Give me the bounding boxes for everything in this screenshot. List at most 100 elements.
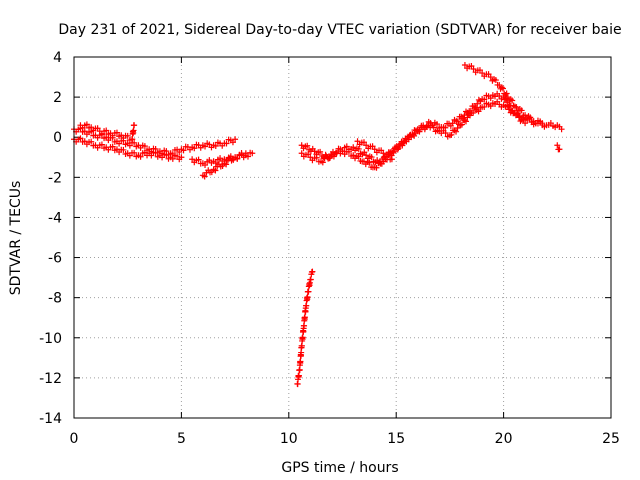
data-point-interp bbox=[223, 140, 230, 147]
data-point-interp bbox=[366, 159, 373, 166]
data-point bbox=[311, 148, 318, 155]
data-point-interp bbox=[515, 114, 522, 121]
data-point-interp bbox=[212, 160, 219, 167]
y-axis-label: SDTVAR / TECUs bbox=[8, 181, 24, 296]
data-point-interp bbox=[434, 121, 441, 128]
data-point-interp bbox=[299, 334, 306, 341]
data-points bbox=[71, 62, 565, 388]
data-point-interp bbox=[396, 142, 403, 149]
y-tick-label: -10 bbox=[39, 331, 62, 347]
series-track-k bbox=[554, 142, 563, 153]
data-point-interp bbox=[326, 155, 333, 162]
data-point-interp bbox=[514, 110, 521, 117]
series-track-f bbox=[294, 268, 316, 388]
data-point-interp bbox=[509, 97, 516, 104]
data-point-interp bbox=[461, 112, 468, 119]
data-point-interp bbox=[474, 100, 481, 107]
data-point-interp bbox=[423, 122, 430, 129]
data-point-interp bbox=[174, 153, 181, 160]
data-point-interp bbox=[88, 138, 95, 145]
data-point-interp bbox=[191, 145, 198, 152]
data-point bbox=[522, 120, 529, 127]
y-tick-label: -4 bbox=[48, 210, 62, 226]
data-point-interp bbox=[442, 124, 449, 131]
data-point-interp bbox=[169, 155, 176, 162]
data-point-interp bbox=[304, 142, 311, 149]
data-point-interp bbox=[481, 103, 488, 110]
axis-ticks: 0 5 10 15 20 25 -14 -12 -10 -8 -6 -4 -2 0 2 4 bbox=[39, 50, 620, 447]
x-tick-label: 25 bbox=[602, 431, 620, 447]
data-point-interp bbox=[202, 162, 209, 169]
data-point-interp bbox=[442, 129, 449, 136]
data-point bbox=[479, 70, 486, 77]
data-point bbox=[309, 268, 316, 275]
data-point-interp bbox=[498, 84, 505, 91]
data-point-interp bbox=[481, 96, 488, 103]
data-point-interp bbox=[333, 150, 340, 157]
data-point-interp bbox=[98, 141, 105, 148]
y-tick-label: 4 bbox=[53, 50, 62, 66]
data-point-interp bbox=[454, 118, 461, 125]
y-tick-label: 0 bbox=[53, 130, 62, 146]
data-point bbox=[457, 122, 464, 129]
data-point bbox=[298, 150, 305, 157]
x-tick-label: 5 bbox=[177, 431, 186, 447]
data-point-interp bbox=[124, 132, 131, 139]
data-point-interp bbox=[319, 159, 326, 166]
y-tick-label: -6 bbox=[48, 251, 62, 267]
data-point-interp bbox=[459, 115, 466, 122]
series-track-e bbox=[199, 150, 249, 180]
data-point bbox=[354, 138, 361, 145]
data-point-interp bbox=[83, 121, 90, 128]
chart-title: Day 231 of 2021, Sidereal Day-to-day VTE… bbox=[58, 22, 621, 38]
data-point-interp bbox=[301, 314, 308, 321]
data-point bbox=[350, 144, 357, 151]
data-point bbox=[298, 142, 305, 149]
data-point-interp bbox=[103, 127, 110, 134]
data-point-interp bbox=[360, 139, 367, 146]
data-point-interp bbox=[355, 145, 362, 152]
data-point-interp bbox=[202, 143, 209, 150]
series-track-b bbox=[71, 135, 185, 163]
x-tick-label: 15 bbox=[387, 431, 405, 447]
y-tick-label: 2 bbox=[53, 90, 62, 106]
data-point-interp bbox=[373, 164, 380, 171]
data-point-interp bbox=[297, 358, 304, 365]
data-point bbox=[371, 146, 378, 153]
data-point-interp bbox=[244, 153, 251, 160]
data-point-interp bbox=[234, 155, 241, 162]
grid-lines bbox=[74, 57, 611, 418]
data-point-interp bbox=[468, 62, 475, 69]
data-point-interp bbox=[416, 126, 423, 133]
data-point-interp bbox=[201, 173, 208, 180]
data-point-interp bbox=[304, 293, 311, 300]
plot-frame bbox=[73, 56, 612, 419]
data-point-interp bbox=[463, 118, 470, 125]
data-point bbox=[487, 74, 494, 81]
data-point bbox=[388, 156, 395, 163]
data-point-interp bbox=[307, 276, 314, 283]
data-point bbox=[178, 154, 185, 161]
data-point bbox=[363, 142, 370, 149]
data-point-interp bbox=[403, 138, 410, 145]
data-point bbox=[461, 62, 468, 69]
data-point-interp bbox=[303, 302, 310, 309]
data-point-interp bbox=[305, 288, 312, 295]
data-point-interp bbox=[449, 120, 456, 127]
data-point-interp bbox=[472, 104, 479, 111]
data-point bbox=[363, 152, 370, 159]
data-point-interp bbox=[527, 114, 534, 121]
data-point-interp bbox=[377, 160, 384, 167]
data-point bbox=[470, 66, 477, 73]
data-point bbox=[232, 136, 239, 143]
data-point-interp bbox=[499, 85, 506, 92]
data-point-interp bbox=[339, 148, 346, 154]
data-point-interp bbox=[458, 121, 465, 128]
data-point bbox=[380, 150, 387, 157]
data-point-interp bbox=[152, 150, 159, 157]
data-point-interp bbox=[492, 77, 499, 84]
data-point-interp bbox=[454, 124, 461, 131]
data-point-interp bbox=[137, 153, 144, 160]
